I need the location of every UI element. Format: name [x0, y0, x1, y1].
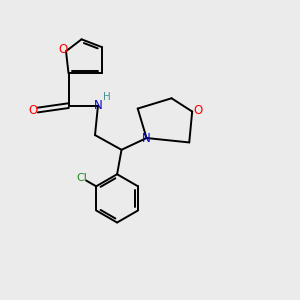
Text: O: O — [194, 103, 203, 117]
Text: Cl: Cl — [77, 173, 88, 183]
Text: N: N — [94, 99, 102, 112]
Text: O: O — [28, 103, 38, 117]
Text: H: H — [103, 92, 111, 102]
Text: O: O — [58, 43, 68, 56]
Text: N: N — [142, 131, 151, 145]
